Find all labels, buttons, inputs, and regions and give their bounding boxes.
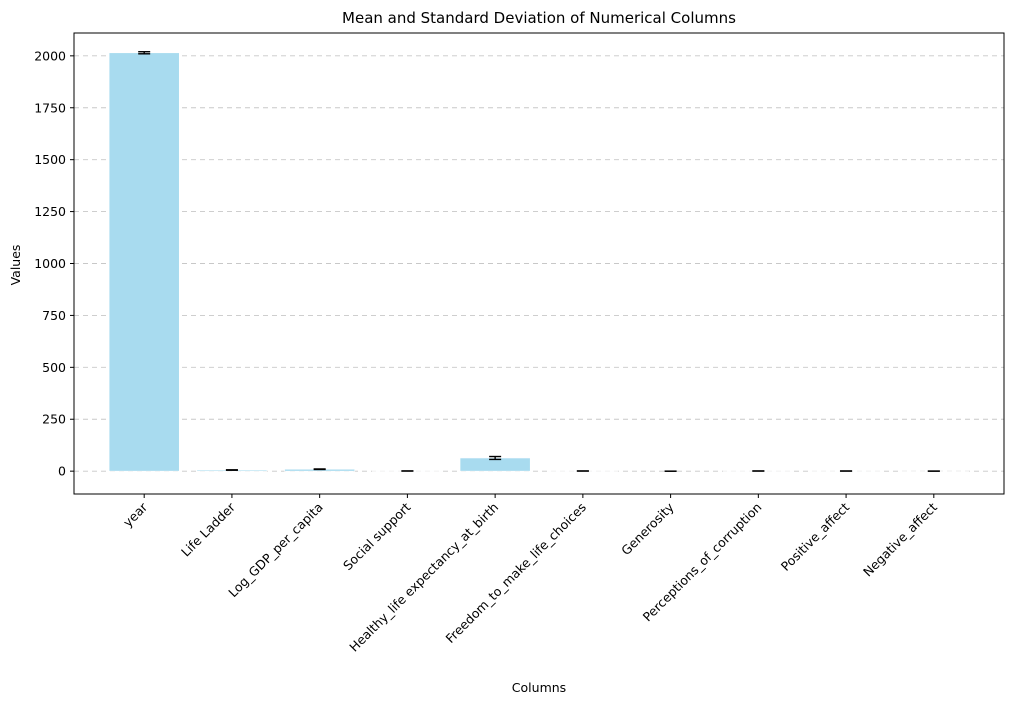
y-tick-label: 1500 [34, 152, 66, 167]
y-tick-label: 750 [42, 308, 66, 323]
y-tick-label: 500 [42, 360, 66, 375]
y-tick-label: 1000 [34, 256, 66, 271]
bar [108, 52, 180, 472]
y-axis: 0 250 500 750 1000 1250 1500 1750 2000 [34, 48, 74, 479]
y-tick-label: 250 [42, 412, 66, 427]
y-tick-label: 2000 [34, 48, 66, 63]
error-bars [138, 51, 940, 472]
y-tick-label: 0 [58, 464, 66, 479]
x-axis-label: Columns [512, 680, 566, 695]
y-tick-label: 1250 [34, 204, 66, 219]
chart-title: Mean and Standard Deviation of Numerical… [342, 9, 736, 27]
y-tick-label: 1750 [34, 100, 66, 115]
y-axis-label: Values [8, 245, 23, 286]
